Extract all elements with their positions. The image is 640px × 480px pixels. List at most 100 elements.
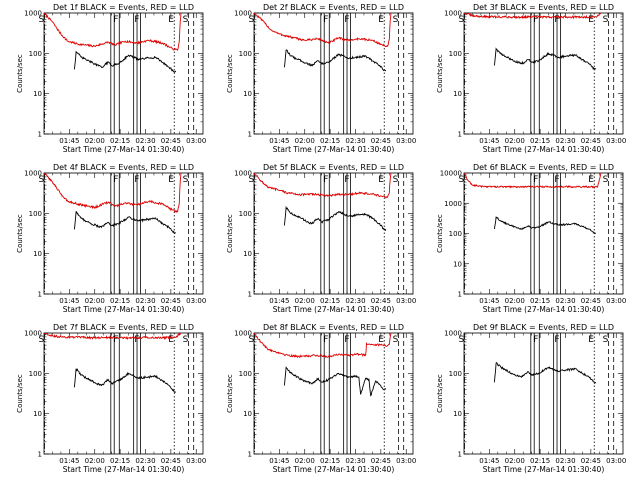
marker-label: F: [533, 335, 538, 345]
marker-label: E: [588, 15, 594, 25]
marker-label: S: [603, 15, 609, 25]
x-tick-label: 03:00: [396, 297, 416, 305]
panel-5: Det 5f BLACK = Events, RED = LLD 1 10 100 10…: [226, 163, 416, 314]
panel-2: Det 2f BLACK = Events, RED = LLD 1 10 100 10…: [226, 3, 416, 154]
x-tick-label: 02:00: [505, 457, 525, 465]
y-tick-label: 100: [449, 230, 462, 238]
plot-frame: [253, 172, 414, 295]
panel-title: Det 6f BLACK = Events, RED = LLD: [473, 163, 614, 172]
y-tick-label: 1: [38, 291, 42, 299]
marker-label: F: [323, 335, 328, 345]
series-lld-line: [254, 13, 392, 48]
x-tick-label: 02:30: [345, 137, 365, 145]
x-tick-label: 02:30: [135, 457, 155, 465]
x-tick-label: 02:45: [581, 137, 601, 145]
x-tick-label: 02:15: [320, 297, 340, 305]
y-axis-label: Counts/sec: [16, 374, 24, 413]
marker-label: F: [113, 335, 118, 345]
y-tick-label: 1: [458, 131, 462, 139]
y-tick-label: 1: [248, 291, 252, 299]
x-tick-label: 03:00: [186, 297, 206, 305]
panel-title: Det 3f BLACK = Events, RED = LLD: [473, 3, 614, 12]
series-events-line: [493, 47, 597, 71]
plot-frame: [43, 172, 204, 295]
series-events-line: [283, 49, 387, 72]
y-tick-label: 10: [453, 260, 462, 268]
panel-title: Det 2f BLACK = Events, RED = LLD: [263, 3, 404, 12]
x-tick-label: 02:30: [345, 297, 365, 305]
x-tick-label: 03:00: [606, 137, 626, 145]
x-tick-label: 02:15: [530, 137, 550, 145]
marker-label: S: [459, 335, 465, 345]
panel-1: Det 1f BLACK = Events, RED = LLD 1 10 100 10…: [16, 3, 206, 154]
x-axis-label: Start Time (27-Mar-14 01:30:40): [483, 145, 605, 154]
x-tick-label: 02:15: [530, 457, 550, 465]
marker-label: S: [393, 15, 399, 25]
y-tick-label: 10: [243, 250, 252, 258]
y-tick-label: 1000: [234, 10, 252, 18]
y-tick-label: 10: [243, 90, 252, 98]
plot-frame: [43, 332, 204, 455]
y-tick-label: 1000: [234, 170, 252, 178]
series-lld-line: [44, 333, 182, 341]
series-events-line: [493, 216, 597, 235]
series-events-line: [73, 368, 177, 393]
x-tick-label: 03:00: [606, 297, 626, 305]
x-tick-label: 02:45: [371, 457, 391, 465]
y-axis-label: Counts/sec: [16, 214, 24, 253]
marker-label: F: [533, 15, 538, 25]
panel-title: Det 7f BLACK = Events, RED = LLD: [53, 323, 194, 332]
x-axis-label: Start Time (27-Mar-14 01:30:40): [483, 465, 605, 474]
x-tick-label: 02:00: [295, 457, 315, 465]
x-tick-label: 02:30: [135, 137, 155, 145]
x-tick-label: 02:30: [345, 457, 365, 465]
plot-frame: [463, 12, 624, 135]
x-tick-label: 02:30: [555, 457, 575, 465]
x-tick-label: 03:00: [396, 137, 416, 145]
panel-title: Det 4f BLACK = Events, RED = LLD: [53, 163, 194, 172]
panel-title: Det 8f BLACK = Events, RED = LLD: [263, 323, 404, 332]
x-tick-label: 02:45: [161, 457, 181, 465]
marker-label: S: [39, 335, 45, 345]
x-tick-label: 03:00: [186, 457, 206, 465]
series-lld-line: [254, 173, 392, 199]
marker-label: S: [183, 335, 189, 345]
y-tick-label: 100: [29, 50, 42, 58]
x-axis-label: Start Time (27-Mar-14 01:30:40): [273, 145, 395, 154]
series-lld-line: [254, 333, 392, 359]
y-tick-label: 1: [38, 451, 42, 459]
x-tick-label: 02:15: [110, 137, 130, 145]
marker-label: S: [249, 15, 255, 25]
x-tick-label: 02:00: [505, 297, 525, 305]
y-tick-label: 10000: [440, 170, 462, 178]
y-tick-label: 100: [239, 50, 252, 58]
marker-label: S: [39, 175, 45, 185]
y-axis-label: Counts/sec: [436, 54, 444, 93]
marker-label: E: [378, 15, 384, 25]
marker-label: S: [459, 15, 465, 25]
plot-frame: [43, 12, 204, 135]
x-tick-label: 01:45: [59, 137, 79, 145]
marker-label: S: [249, 175, 255, 185]
y-tick-label: 100: [29, 370, 42, 378]
marker-label: S: [183, 15, 189, 25]
y-tick-label: 1000: [444, 330, 462, 338]
y-tick-label: 1000: [444, 200, 462, 208]
x-axis-label: Start Time (27-Mar-14 01:30:40): [63, 465, 185, 474]
y-axis-label: Counts/sec: [436, 214, 444, 253]
y-tick-label: 100: [449, 50, 462, 58]
marker-label: S: [249, 335, 255, 345]
y-tick-label: 1000: [444, 10, 462, 18]
marker-label: E: [378, 335, 384, 345]
series-events-line: [73, 211, 176, 234]
x-tick-label: 01:45: [479, 457, 499, 465]
x-axis-label: Start Time (27-Mar-14 01:30:40): [63, 305, 185, 314]
marker-label: S: [39, 15, 45, 25]
x-tick-label: 03:00: [396, 457, 416, 465]
y-tick-label: 10: [453, 410, 462, 418]
x-tick-label: 02:15: [320, 137, 340, 145]
y-axis-label: Counts/sec: [436, 374, 444, 413]
marker-label: S: [393, 335, 399, 345]
panel-4: Det 4f BLACK = Events, RED = LLD 1 10 100 10…: [16, 163, 206, 314]
